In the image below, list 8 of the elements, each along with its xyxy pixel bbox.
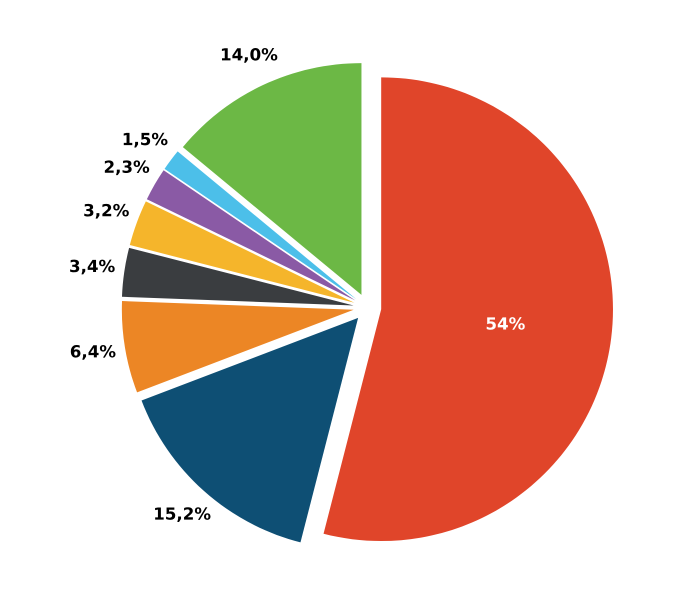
data-label: 14,0% — [222, 48, 278, 63]
data-label: 3,2% — [84, 204, 129, 219]
data-label: 1,5% — [124, 132, 168, 148]
data-label: 54% — [486, 317, 525, 330]
data-label: 6,4% — [70, 344, 116, 360]
data-label: 15,2% — [155, 507, 210, 522]
data-label: 3,4% — [70, 260, 115, 274]
data-label: 2,3% — [104, 160, 150, 176]
